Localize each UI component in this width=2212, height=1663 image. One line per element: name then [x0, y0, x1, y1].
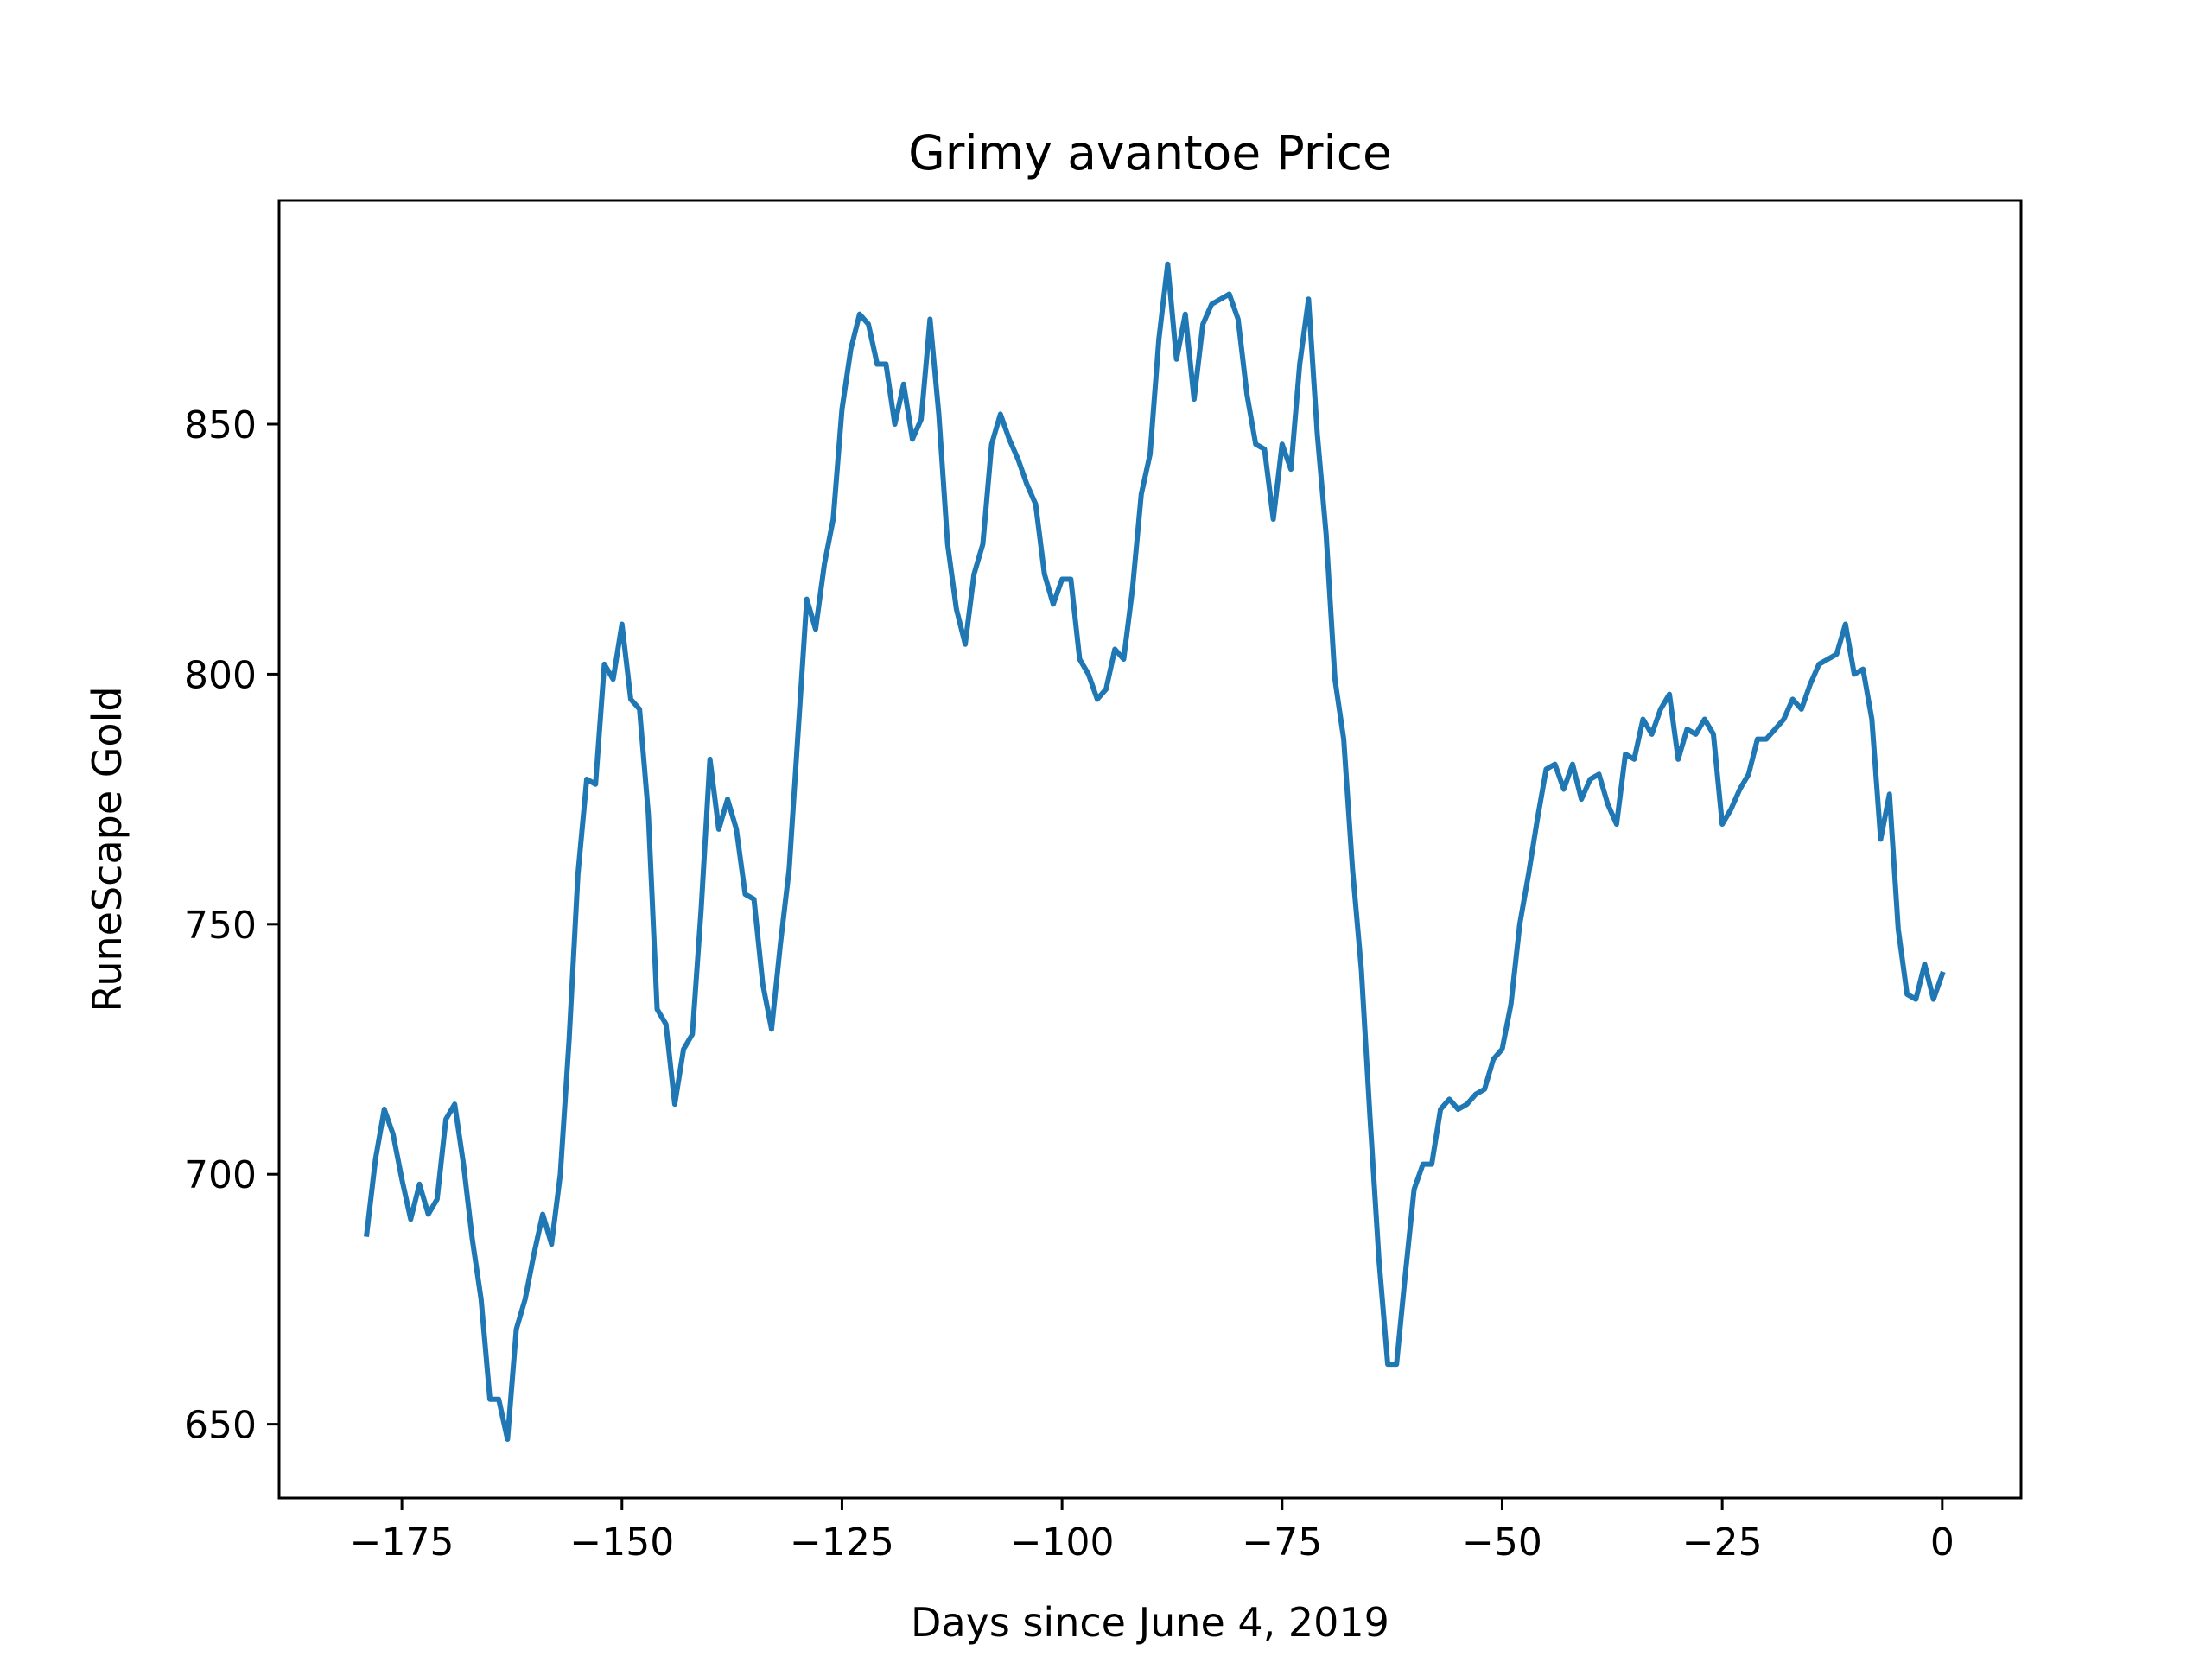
y-tick-label: 700 — [184, 1153, 257, 1197]
y-tick-label: 750 — [184, 904, 257, 948]
x-tick-label: −50 — [1462, 1520, 1542, 1565]
y-tick-label: 800 — [184, 653, 257, 697]
y-axis: 650 700 750 800 850 — [184, 403, 279, 1448]
x-tick-label: 0 — [1930, 1520, 1955, 1565]
y-axis-label: RuneScape Gold — [84, 686, 130, 1012]
series-line-0 — [364, 261, 1946, 1442]
x-axis-label: Days since June 4, 2019 — [911, 1599, 1389, 1646]
x-tick-label: −175 — [350, 1520, 454, 1565]
x-tick-label: −25 — [1682, 1520, 1763, 1565]
y-tick-label: 650 — [184, 1404, 257, 1448]
plot-area — [364, 261, 1946, 1442]
x-tick-label: −75 — [1242, 1520, 1322, 1565]
x-tick-label: −125 — [790, 1520, 894, 1565]
plot-frame — [277, 199, 2023, 1500]
x-tick-label: −150 — [569, 1520, 674, 1565]
y-tick-label: 850 — [184, 403, 257, 447]
x-axis: −175 −150 −125 −100 −75 −50 −25 0 — [350, 1498, 1955, 1565]
chart-title: Grimy avantoe Price — [908, 125, 1392, 181]
x-tick-label: −100 — [1010, 1520, 1115, 1565]
